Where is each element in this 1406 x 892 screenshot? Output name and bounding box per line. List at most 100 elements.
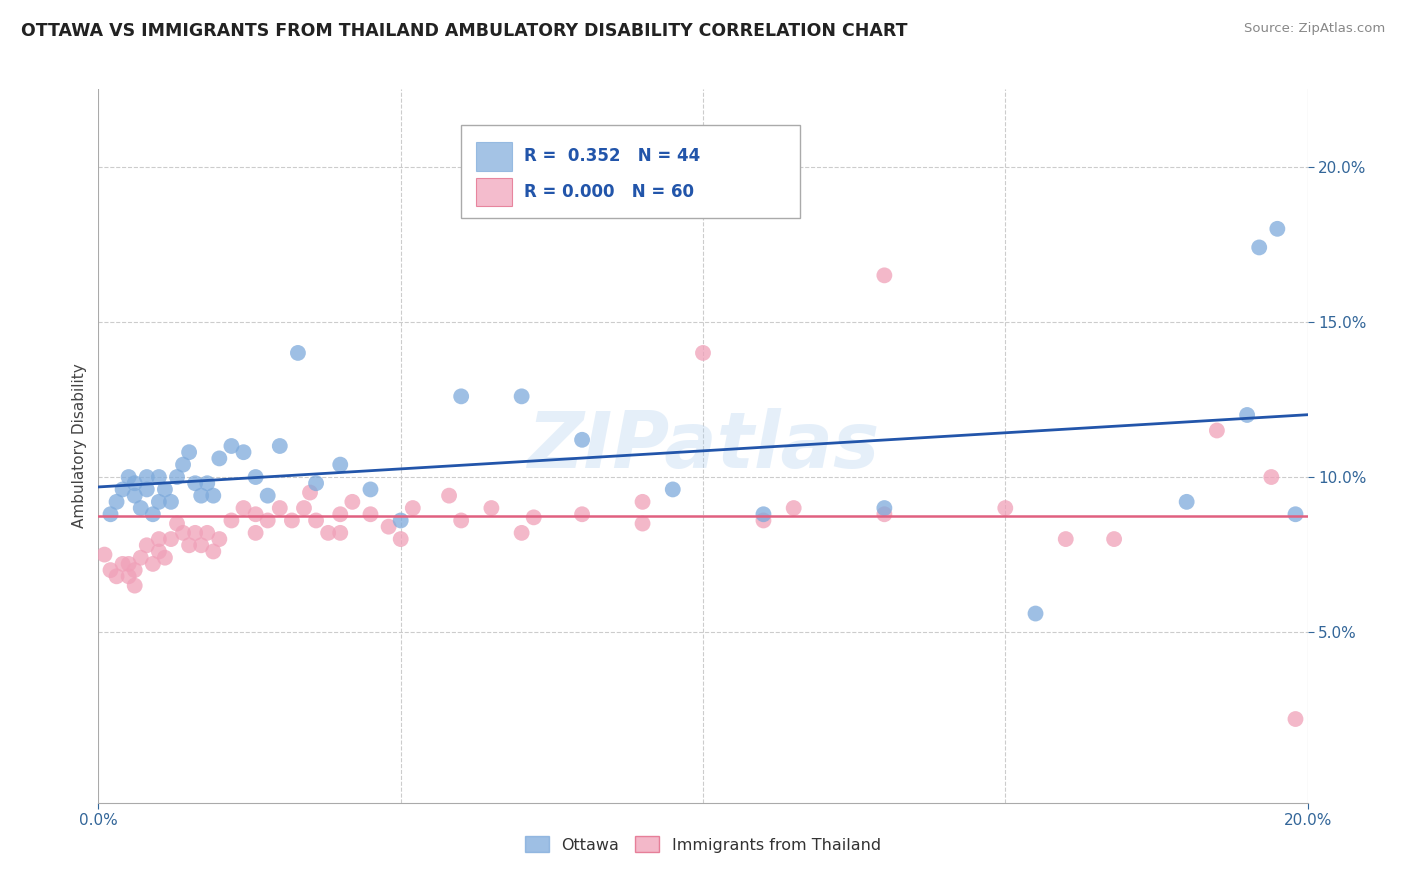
Point (190, 538, 212, 552)
Point (148, 495, 170, 509)
Point (329, 508, 352, 522)
Point (195, 476, 218, 491)
Point (208, 451, 231, 466)
Point (287, 346, 309, 360)
Point (118, 470, 141, 484)
Point (184, 476, 207, 491)
Point (245, 508, 267, 522)
Point (135, 538, 157, 552)
Point (172, 458, 194, 472)
Point (179, 538, 201, 552)
Point (256, 513, 278, 527)
Point (184, 525, 207, 540)
Point (752, 513, 775, 527)
Point (692, 346, 714, 360)
Point (1206, 424, 1229, 438)
Y-axis label: Ambulatory Disability: Ambulatory Disability (72, 364, 87, 528)
Point (571, 433, 593, 447)
Point (135, 470, 157, 484)
Point (1249, 240, 1271, 254)
Point (160, 495, 183, 509)
Point (100, 508, 122, 522)
Point (316, 525, 339, 540)
Point (179, 445, 201, 459)
Point (783, 501, 806, 516)
Point (1102, 532, 1125, 546)
Point (111, 483, 134, 497)
Point (1284, 712, 1306, 726)
Point (281, 513, 304, 527)
Point (221, 439, 243, 453)
Point (450, 389, 472, 403)
Point (166, 516, 188, 531)
Point (481, 501, 503, 516)
Point (93, 548, 115, 562)
Point (299, 485, 322, 500)
Point (510, 389, 533, 403)
Point (873, 268, 896, 283)
Point (389, 532, 412, 546)
Point (1284, 508, 1306, 522)
Point (195, 525, 218, 540)
Point (269, 439, 291, 453)
Point (873, 508, 896, 522)
Point (148, 544, 170, 558)
Point (124, 579, 146, 593)
Point (190, 489, 212, 503)
Point (329, 458, 352, 472)
FancyBboxPatch shape (475, 142, 512, 170)
Point (437, 489, 460, 503)
Point (377, 519, 399, 533)
Point (202, 544, 225, 558)
Text: ZIPatlas: ZIPatlas (527, 408, 879, 484)
Point (100, 563, 122, 577)
Point (360, 483, 382, 497)
Point (1054, 532, 1077, 546)
Point (124, 489, 146, 503)
Point (1267, 222, 1289, 236)
Point (245, 525, 267, 540)
Point (752, 508, 775, 522)
Point (305, 476, 328, 491)
Point (202, 489, 225, 503)
Point (118, 569, 141, 583)
Point (329, 525, 352, 540)
Point (142, 508, 165, 522)
Point (153, 483, 176, 497)
Point (1236, 408, 1258, 422)
Point (232, 445, 254, 459)
Point (402, 501, 425, 516)
Point (292, 501, 315, 516)
Point (105, 569, 128, 583)
FancyBboxPatch shape (475, 178, 512, 206)
Point (523, 510, 546, 524)
Text: Source: ZipAtlas.com: Source: ZipAtlas.com (1244, 22, 1385, 36)
FancyBboxPatch shape (461, 125, 800, 218)
Point (148, 532, 170, 546)
Point (1175, 495, 1198, 509)
Text: R = 0.000   N = 60: R = 0.000 N = 60 (524, 183, 695, 201)
Point (166, 470, 188, 484)
Point (221, 513, 243, 527)
Point (994, 501, 1017, 516)
Point (389, 513, 412, 527)
Point (661, 483, 683, 497)
Point (129, 501, 152, 516)
Point (135, 483, 157, 497)
Point (142, 557, 165, 571)
Point (129, 550, 152, 565)
Point (450, 513, 472, 527)
Point (111, 557, 134, 571)
Point (172, 525, 194, 540)
Point (153, 550, 176, 565)
Text: OTTAWA VS IMMIGRANTS FROM THAILAND AMBULATORY DISABILITY CORRELATION CHART: OTTAWA VS IMMIGRANTS FROM THAILAND AMBUL… (21, 22, 908, 40)
Point (571, 508, 593, 522)
Legend: Ottawa, Immigrants from Thailand: Ottawa, Immigrants from Thailand (519, 830, 887, 859)
Point (118, 557, 141, 571)
Point (305, 513, 328, 527)
Point (873, 501, 896, 516)
Point (360, 508, 382, 522)
Point (510, 525, 533, 540)
Point (1260, 470, 1282, 484)
Point (124, 563, 146, 577)
